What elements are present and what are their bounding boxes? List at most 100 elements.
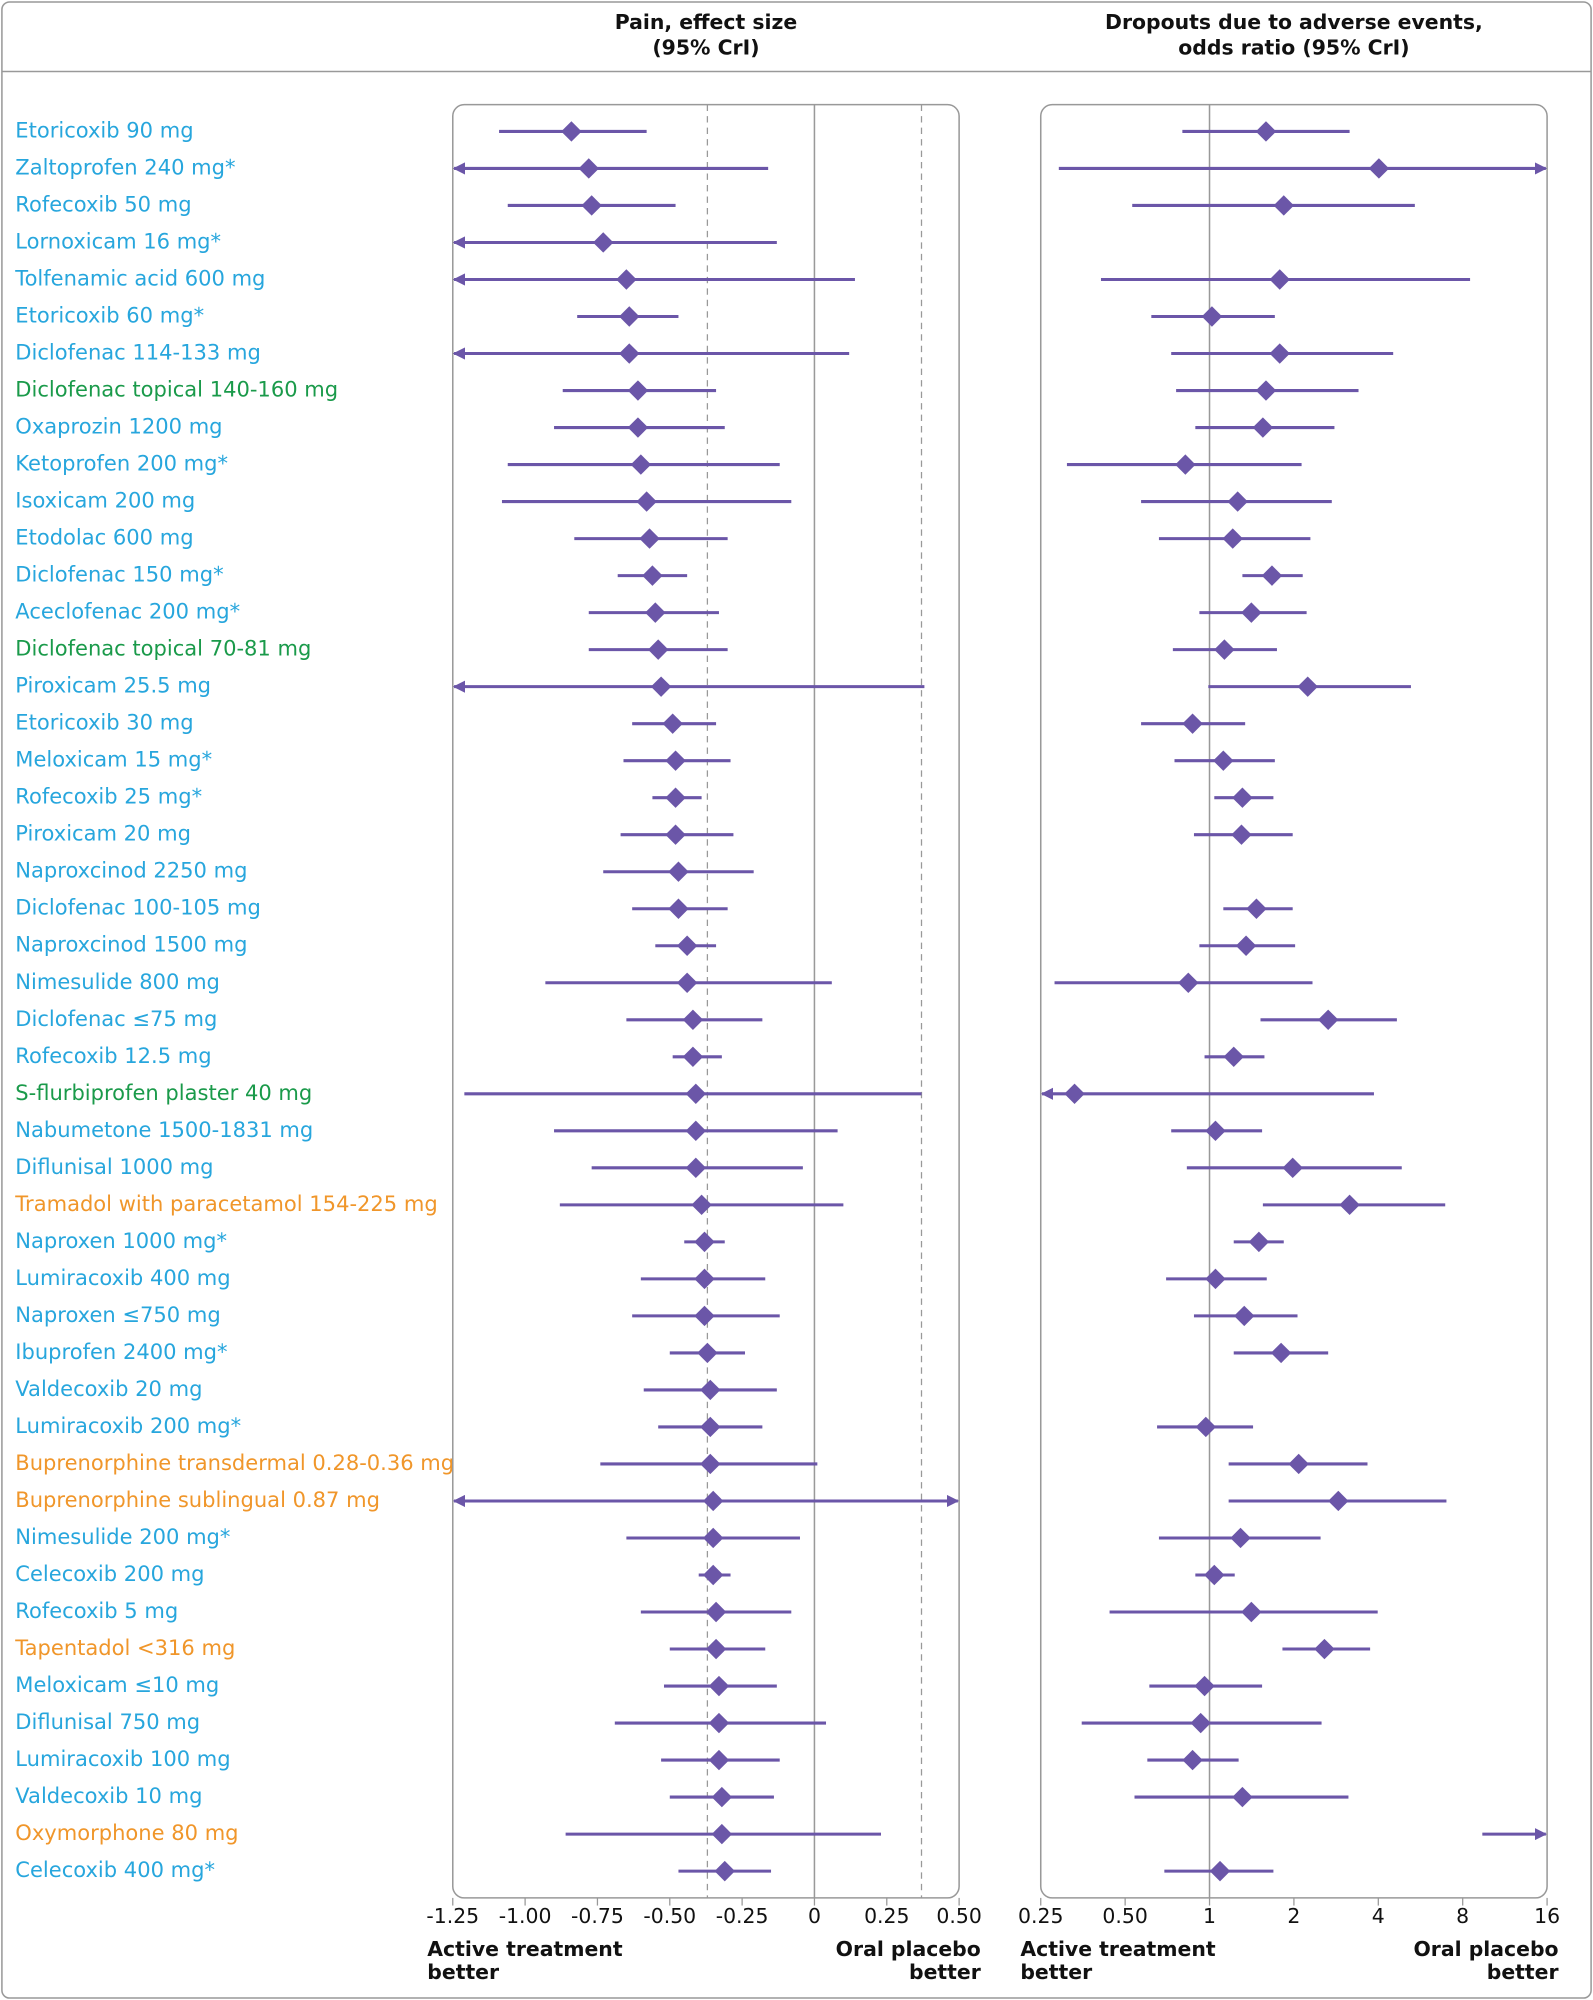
estimate [1064,1083,1085,1105]
drug-label: Buprenorphine sublingual 0.87 mg [15,1487,380,1512]
estimate [662,713,683,734]
estimate [1182,713,1203,734]
x-tick-label: 0.50 [936,1904,981,1928]
estimate [1234,1305,1255,1327]
estimate [1269,343,1290,364]
estimate [1194,1675,1215,1697]
drug-label: Nimesulide 200 mg* [15,1524,230,1549]
drug-label: Diclofenac 150 mg* [15,562,223,587]
estimate [1282,1157,1303,1179]
estimate [1241,1601,1262,1623]
drug-label: Diclofenac 100-105 mg [15,895,261,920]
estimate [668,861,689,882]
drug-label: Etoricoxib 60 mg* [15,303,204,328]
drug-label: Piroxicam 20 mg [15,821,191,846]
panel-title: Dropouts due to adverse events, [1105,10,1483,34]
drug-label: Naproxen 1000 mg* [15,1228,227,1253]
drug-label: Naproxen ≤750 mg [15,1302,220,1327]
estimate [1246,898,1267,919]
x-tick-label: -0.50 [643,1904,696,1928]
drug-label: Naproxcinod 1500 mg [15,932,247,957]
panel-box [1039,103,1548,1899]
estimate [645,602,666,623]
estimate [1288,1453,1309,1475]
drug-label: Tolfenamic acid 600 mg [14,265,265,290]
drug-label: Lumiracoxib 100 mg [15,1746,230,1771]
estimate [1209,1860,1231,1882]
drug-label: Meloxicam 15 mg* [15,747,212,772]
estimate [1231,824,1252,845]
estimate [700,1453,721,1475]
estimate [639,528,660,549]
drug-label: Piroxicam 25.5 mg [15,673,211,698]
estimate [581,195,602,216]
estimate [1269,269,1290,290]
drug-label: Isoxicam 200 mg [15,488,195,513]
drug-label: Oxaprozin 1200 mg [15,414,222,439]
drug-label: Diclofenac topical 70-81 mg [15,636,311,661]
estimate [1255,380,1277,401]
estimate [578,158,599,179]
estimate [705,1601,727,1623]
axis-note: better [1020,1960,1092,1984]
estimate [694,1268,715,1290]
estimate [685,1120,707,1142]
estimate [1195,1416,1217,1438]
axis-note: better [909,1960,981,1984]
drug-label: S-flurbiprofen plaster 40 mg [15,1080,312,1105]
drug-label: Rofecoxib 12.5 mg [15,1043,211,1068]
estimate [1235,935,1257,956]
estimate [705,1638,727,1660]
x-tick-label: 0.25 [1018,1904,1063,1928]
estimate [682,1009,704,1030]
estimate [561,121,582,142]
estimate [1175,454,1196,475]
estimate [676,972,698,993]
estimate [1317,1009,1339,1030]
panel-title: (95% CrI) [652,36,759,60]
drug-label: Rofecoxib 25 mg* [15,784,202,809]
x-tick-label: -1.00 [499,1904,552,1928]
estimate [711,1823,733,1845]
drug-label: Tapentadol <316 mg [14,1635,235,1660]
estimate [1339,1194,1360,1216]
axis-note: better [427,1960,499,1984]
drug-label: Nabumetone 1500-1831 mg [15,1117,313,1142]
axis-note: better [1487,1960,1559,1984]
drug-label: Meloxicam ≤10 mg [15,1672,219,1697]
estimate [1227,491,1248,512]
drug-label: Diflunisal 750 mg [15,1709,200,1734]
drug-label: Ketoprofen 200 mg* [15,451,228,476]
drug-label: Ibuprofen 2400 mg* [15,1339,227,1364]
drug-label: Diclofenac topical 140-160 mg [15,377,338,402]
estimate [619,343,640,364]
estimate [1205,1268,1226,1290]
estimate [1213,750,1234,771]
estimate [676,935,698,956]
estimate [1328,1490,1349,1512]
drug-label: Diflunisal 1000 mg [15,1154,213,1179]
estimate [694,1305,715,1327]
estimate [1270,1342,1292,1364]
estimate [1273,195,1294,216]
panel-box [452,103,960,1899]
estimate [1201,306,1223,327]
estimate [1230,1527,1251,1549]
x-tick-label: 0.50 [1102,1904,1147,1928]
drug-label: Nimesulide 800 mg [15,969,220,994]
drug-label: Valdecoxib 10 mg [15,1783,202,1808]
estimate [642,565,663,586]
drug-label: Rofecoxib 50 mg [15,191,191,216]
estimate [1204,1564,1225,1586]
estimate [1241,602,1262,623]
drug-label: Etoricoxib 90 mg [15,117,193,142]
drug-label: Etoricoxib 30 mg [15,710,193,735]
estimate [1214,639,1235,660]
estimate [1368,158,1390,179]
estimate [702,1527,724,1549]
drug-label: Celecoxib 200 mg [15,1561,204,1586]
estimate [1248,1231,1270,1253]
axis-note: Active treatment [427,1937,623,1961]
axis-note: Active treatment [1020,1937,1216,1961]
